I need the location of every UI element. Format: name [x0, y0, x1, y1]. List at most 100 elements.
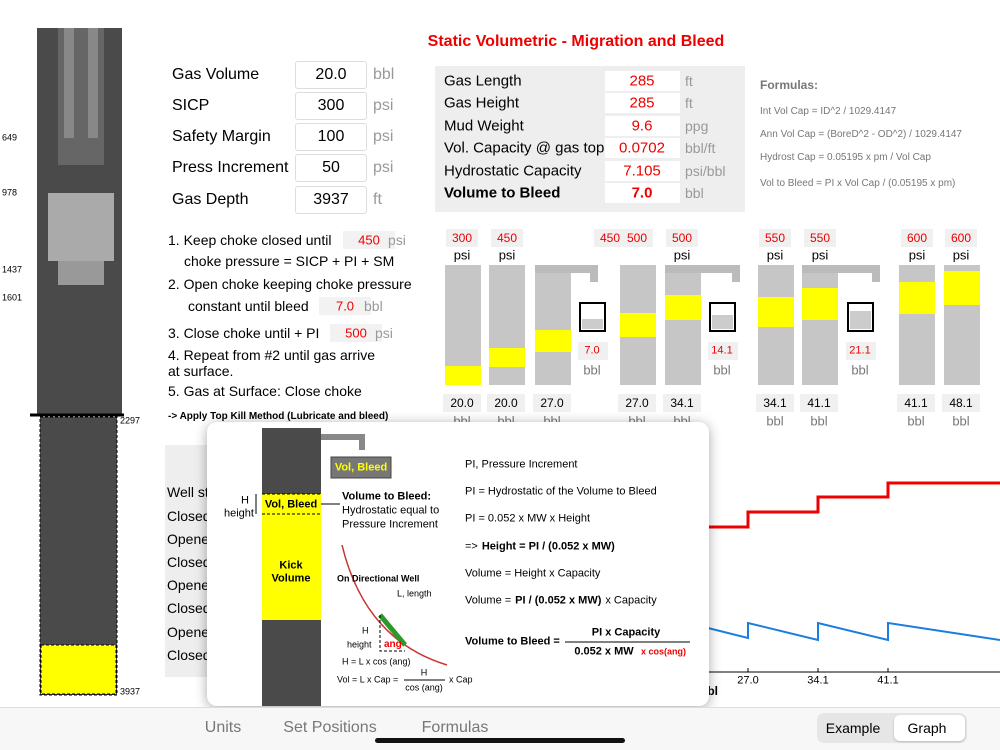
status-table-bg [165, 445, 210, 677]
input-value[interactable]: 20.0 [315, 66, 347, 83]
explanation-text: PI = Hydrostatic of the Volume to Bleed [465, 485, 657, 498]
step-text: 5. Gas at Surface: Close choke [168, 383, 362, 399]
gas-bubble [620, 313, 656, 337]
result-value: 9.6 [631, 117, 653, 135]
result-field [605, 138, 680, 158]
choke-line [732, 265, 740, 282]
volume-value: 20.0 [450, 396, 474, 410]
result-label: Mud Weight [444, 117, 524, 135]
pressure-value: 600 [950, 231, 972, 245]
directional-title: On Directional Well [337, 573, 420, 584]
result-label: Hydrostatic Capacity [444, 162, 582, 180]
pressure-unit: psi [811, 247, 829, 263]
input-value[interactable]: 50 [322, 159, 340, 176]
explanation-text: PI / (0.052 x MW) [515, 594, 602, 607]
step-value-box [343, 231, 395, 249]
final-cos: x cos(ang) [641, 646, 687, 657]
explanation-text: x Capacity [605, 594, 657, 607]
volume-box [663, 394, 701, 412]
explanation-text: => [465, 540, 478, 553]
segment[interactable]: Graph [907, 720, 947, 736]
bleed-box [708, 342, 738, 360]
result-unit: bbl/ft [685, 140, 716, 156]
tab[interactable]: Set Positions [283, 719, 377, 736]
result-field [605, 116, 680, 136]
volume-value: 34.1 [763, 396, 787, 410]
input-field [295, 154, 367, 182]
pressure-unit: psi [952, 247, 970, 263]
result-field [605, 183, 680, 203]
choke-line [872, 265, 880, 282]
depth-label: 3937 [120, 686, 141, 697]
status-row: Closed [167, 554, 211, 570]
depth-label: 1437 [2, 264, 23, 275]
pit-label: Vol, Bleed [334, 461, 388, 474]
step-value: 450 [358, 232, 380, 248]
volume-value: 41.1 [904, 396, 928, 410]
result-value: 0.0702 [619, 139, 665, 157]
input-unit: psi [373, 159, 394, 176]
pressure-value: 500 [626, 231, 648, 245]
result-label: Volume to Bleed [444, 184, 561, 202]
volume-unit: bbl [810, 413, 828, 429]
input-field [295, 61, 367, 89]
step-text: choke pressure = SICP + PI + SM [184, 253, 395, 269]
step-text: 3. Close choke until + PI [168, 325, 320, 341]
equation: Vol = L x Cap = [337, 674, 399, 685]
input-field [295, 123, 367, 151]
result-unit: ft [685, 95, 693, 111]
volume-line [707, 621, 1000, 642]
pressure-value: 450 [496, 231, 518, 245]
volume-box [897, 394, 935, 412]
step-text: at surface. [168, 363, 234, 379]
gas-bubble [535, 330, 571, 352]
input-value[interactable]: 100 [317, 128, 345, 145]
vtb-text: Pressure Increment [342, 518, 438, 531]
input-value[interactable]: 300 [317, 97, 345, 114]
pressure-box [594, 229, 626, 247]
result-field [605, 161, 680, 181]
gauge-tube [535, 265, 571, 385]
pressure-box [446, 229, 478, 247]
formula-line: Hydrost Cap = 0.05195 x pm / Vol Cap [760, 152, 931, 163]
result-value: 285 [629, 94, 655, 112]
pressure-box [759, 229, 791, 247]
gas-bubble [758, 297, 794, 327]
input-field [295, 92, 367, 120]
input-value[interactable]: 3937 [313, 191, 349, 208]
input-field [295, 186, 367, 214]
gauge-tube [445, 265, 481, 385]
step-unit: psi [375, 325, 393, 341]
pressure-value: 450 [599, 231, 621, 245]
segment[interactable]: Example [825, 720, 881, 736]
result-label: Vol. Capacity @ gas top [444, 139, 605, 157]
height-label: height [224, 507, 254, 520]
bleed-level [712, 315, 733, 329]
gas-bubble [665, 295, 701, 320]
result-unit: psi/bbl [685, 163, 726, 179]
tab[interactable]: Units [204, 719, 242, 736]
explanation-text: Height = PI / (0.052 x MW) [481, 540, 615, 553]
result-value: 285 [629, 72, 655, 90]
gas-bubble [944, 271, 980, 305]
pressure-line [708, 481, 1000, 529]
status-row: Opene [167, 577, 210, 593]
input-unit: ft [373, 191, 382, 208]
formulas-title: Formulas: [760, 78, 819, 92]
tubing-slot [88, 28, 98, 138]
result-unit: bbl [685, 185, 704, 201]
result-label: Gas Height [444, 94, 520, 112]
equation: x Cap [449, 674, 473, 685]
vtb-title: Volume to Bleed: [342, 490, 432, 503]
length-label: L, length [397, 588, 432, 599]
x-tick-label: 27.0 [737, 674, 759, 687]
equation: H = L x cos (ang) [342, 656, 411, 667]
bleed-unit: bbl [583, 362, 601, 378]
tab[interactable]: Formulas [421, 719, 489, 736]
status-row: Closed [167, 647, 211, 663]
volume-unit: bbl [766, 413, 784, 429]
formula-line: Vol to Bleed = PI x Vol Cap / (0.05195 x… [760, 178, 956, 189]
status-row: Closed [167, 508, 211, 524]
